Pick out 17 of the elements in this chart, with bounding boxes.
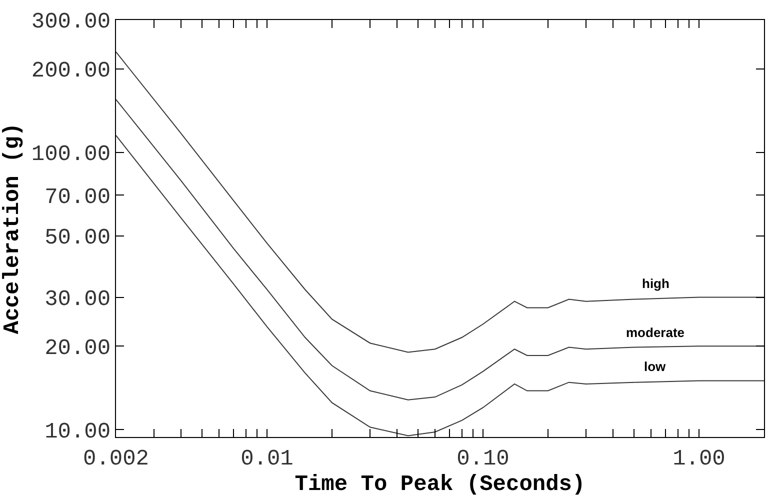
x-tick-label: 0.002: [82, 446, 150, 472]
y-tick-label: 10.00: [44, 419, 111, 444]
series-label: moderate: [626, 325, 685, 340]
series-label: high: [642, 276, 670, 291]
x-tick-label: 1.00: [672, 446, 726, 472]
x-axis-title: Time To Peak (Seconds): [294, 472, 586, 497]
y-tick-label: 30.00: [44, 286, 111, 312]
y-tick-label: 200.00: [31, 58, 111, 84]
y-tick-label: 20.00: [44, 336, 111, 361]
series-label: low: [644, 359, 667, 374]
y-axis-title: Acceleration (g): [0, 122, 25, 334]
y-tick-label: 70.00: [44, 184, 111, 210]
y-tick-label: 100.00: [31, 142, 111, 167]
y-tick-label: 50.00: [44, 225, 111, 250]
x-tick-label: 0.10: [456, 446, 510, 472]
y-tick-label: 300.00: [31, 10, 111, 35]
x-tick-label: 0.01: [240, 446, 294, 472]
